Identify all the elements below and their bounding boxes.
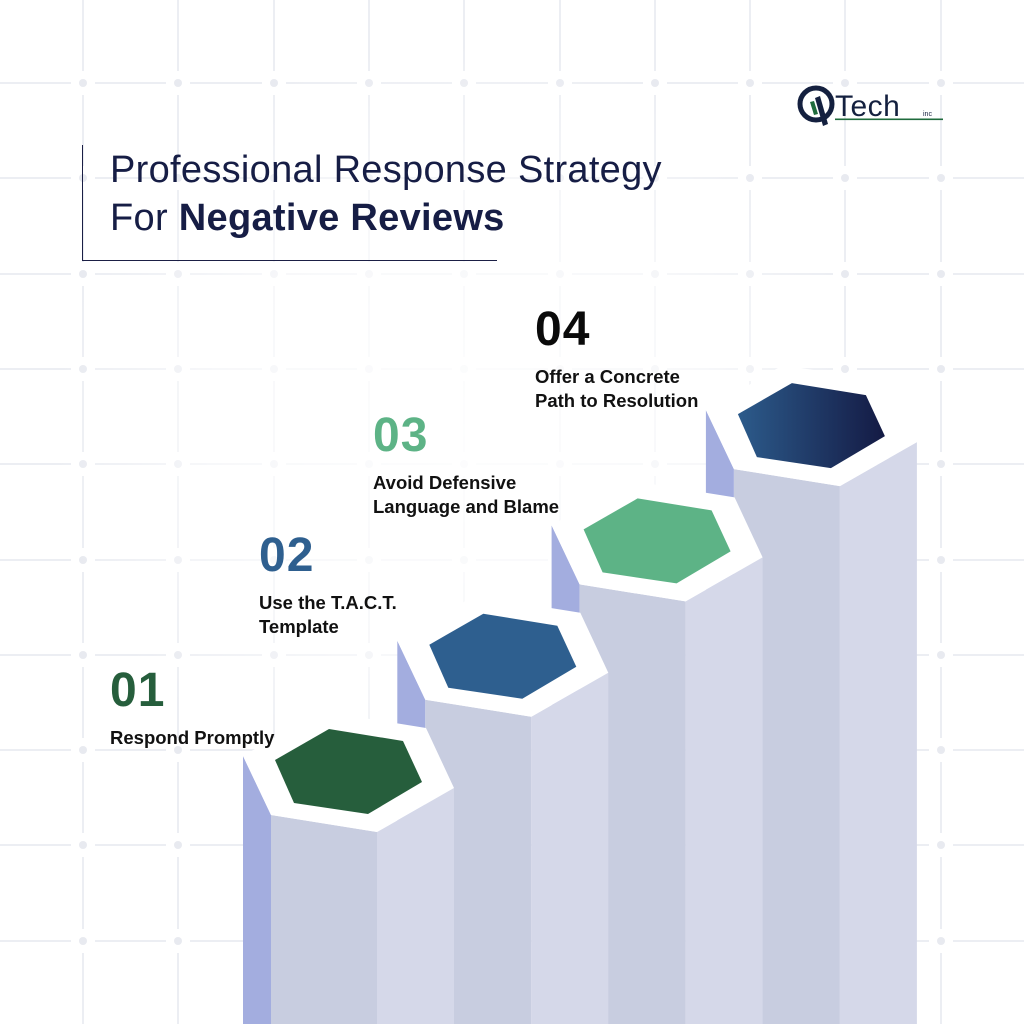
step-label-line: Language and Blame xyxy=(373,496,560,517)
title-line-2-prefix: For xyxy=(110,197,179,239)
column-01 xyxy=(243,711,454,1024)
hexagon-03 xyxy=(583,498,731,584)
step-label-line: Use the T.A.C.T. xyxy=(259,592,397,613)
q-mark-icon xyxy=(797,85,835,126)
logo-underline xyxy=(835,118,943,121)
step-04: 04 Offer a Concrete Path to Resolution xyxy=(535,305,698,413)
step-number: 03 xyxy=(373,409,429,462)
title-frame xyxy=(82,145,497,261)
step-number: 04 xyxy=(535,303,591,356)
qtech-logo: Tech inc xyxy=(797,85,943,126)
step-label-line: Offer a Concrete xyxy=(535,366,680,387)
hexagon-04 xyxy=(737,383,885,469)
hexagon-02 xyxy=(429,613,577,699)
page-title: Professional Response Strategy For Negat… xyxy=(110,146,662,242)
step-label-line: Path to Resolution xyxy=(535,390,699,411)
step-number: 01 xyxy=(110,664,166,717)
step-label-line: Template xyxy=(259,616,339,637)
step-01: 01 Respond Promptly xyxy=(110,666,274,750)
column-right-face xyxy=(685,557,763,1024)
title-line-2-bold: Negative Reviews xyxy=(178,197,505,239)
step-number: 02 xyxy=(259,529,315,582)
step-label: Offer a Concrete Path to Resolution xyxy=(535,365,698,413)
logo-suffix: inc xyxy=(923,111,932,118)
title-line-1: Professional Response Strategy xyxy=(110,149,662,191)
step-label: Avoid Defensive Language and Blame xyxy=(373,471,559,519)
logo-text: Tech xyxy=(835,90,900,123)
column-front-face xyxy=(271,815,377,1024)
step-03: 03 Avoid Defensive Language and Blame xyxy=(373,411,559,519)
hexagon-01 xyxy=(275,729,422,814)
step-label: Use the T.A.C.T. Template xyxy=(259,591,397,639)
step-label-line: Avoid Defensive xyxy=(373,472,517,493)
column-left-face xyxy=(243,756,271,1024)
column-right-face xyxy=(531,672,609,1024)
column-right-face xyxy=(839,442,917,1024)
step-label: Respond Promptly xyxy=(110,727,275,748)
step-02: 02 Use the T.A.C.T. Template xyxy=(259,531,397,639)
column-right-face xyxy=(377,788,454,1024)
